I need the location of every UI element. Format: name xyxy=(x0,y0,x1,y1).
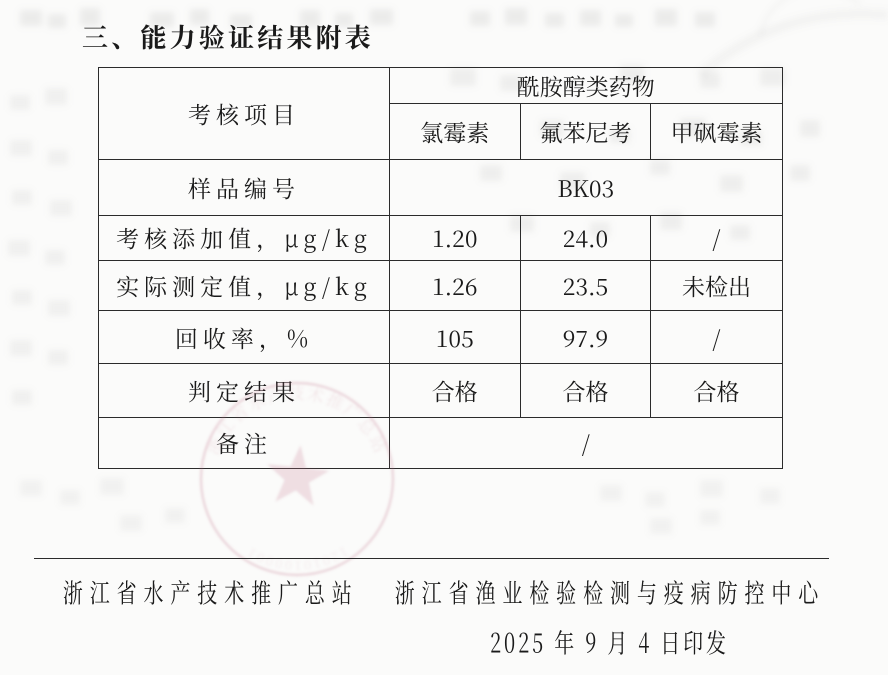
svg-text:浙江省水产技术推广总站: 浙江省水产技术推广总站 xyxy=(200,380,395,458)
